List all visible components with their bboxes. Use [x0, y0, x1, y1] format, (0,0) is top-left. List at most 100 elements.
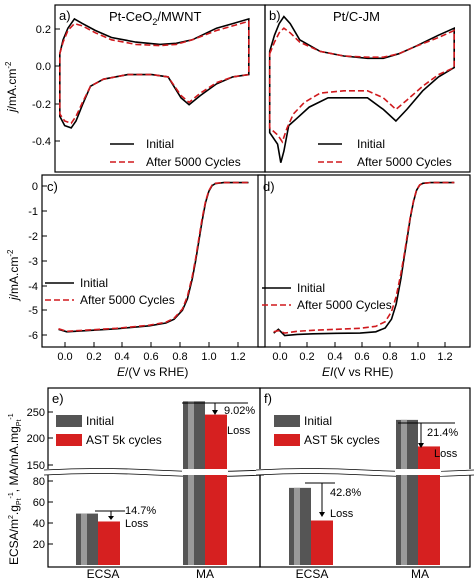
legend-label-initial: Initial [297, 281, 325, 295]
panel-d-series-after-cycles-line [273, 181, 455, 334]
panel-b-frame [264, 4, 471, 173]
panel-c-ytick-label: -3 [28, 256, 38, 268]
cv-ylabel-exp: -2 [4, 61, 13, 69]
bar-ylabel-part: , MA/mA.mg [7, 426, 21, 492]
legend-swatch-ast [274, 434, 300, 446]
panel-a-series-initial-line [59, 17, 250, 129]
legend-swatch-initial [274, 415, 300, 427]
panel-b: b) Pt/C-JM Initial After 5000 Cycles [264, 4, 471, 173]
panel-d-xtick-label: 0.4 [327, 351, 342, 363]
bar-ylabel-part: Pt [16, 498, 23, 505]
panel-a-ytick-label: 0.2 [36, 24, 51, 36]
panel-c-frame [41, 174, 266, 348]
panel-e-ytick-label: 20 [33, 539, 45, 551]
panel-a: a) Pt-CeO2/MWNT 0.2 0.0 -0.2 -0.4 Initia… [32, 4, 266, 173]
panel-d-x-axis-label: EI(V vs RHE) [322, 365, 393, 379]
panel-a-label: a) [59, 8, 71, 23]
loss-arrowhead [108, 516, 114, 520]
lsv-ylabel-units: /mA.cm [7, 257, 21, 298]
panel-f-bar-break [417, 469, 441, 475]
panel-f-annotation-ecsa: 42.8% Loss [305, 482, 361, 520]
panel-b-series-after-cycles-line [268, 27, 455, 144]
loss-arrowhead [418, 443, 424, 448]
lsv-ylabel-exp: -2 [6, 249, 15, 257]
panel-b-label: b) [269, 8, 281, 23]
panel-c-xticks: 0.0 0.2 0.4 0.6 0.8 1.0 1.2 [57, 342, 246, 363]
panel-d-xlabel-E: EI [322, 365, 334, 379]
panel-c-xtick-label: 1.0 [201, 351, 216, 363]
panel-d-legend: Initial After 5000 Cycles [262, 281, 392, 312]
panel-c-xtick-label: 0.6 [143, 351, 158, 363]
panel-e-label: e) [52, 391, 64, 406]
panel-f-xtick-ma: MA [411, 567, 429, 579]
panel-a-legend: Initial After 5000 Cycles [110, 137, 241, 169]
panel-a-title-tail: /MWNT [157, 9, 201, 24]
cv-ylabel-units: /mA.cm [5, 69, 19, 110]
panel-f-bar-break [395, 469, 419, 475]
panel-c-x-axis-label: E/(V vs RHE) [117, 365, 188, 379]
panel-e-bar-break [204, 469, 228, 475]
loss-percent: 14.7% [125, 505, 156, 517]
panel-c-xtick-label: 0.8 [172, 351, 187, 363]
loss-arrowhead [212, 410, 218, 415]
panel-f-legend: Initial AST 5k cycles [274, 414, 380, 447]
panel-c-xtick-label: 1.2 [230, 351, 245, 363]
panel-a-ytick-label: 0.0 [36, 61, 51, 73]
panel-c-xlabel-units: /(V vs RHE) [125, 365, 188, 379]
panel-f-bar-ecsa-ast [311, 520, 333, 565]
loss-percent: 21.4% [427, 427, 458, 439]
lsv-y-axis-label: j/mA.cm-2 [6, 249, 21, 302]
panel-e-ytick-label: 60 [33, 497, 45, 509]
panel-c-ytick-label: -1 [28, 206, 38, 218]
bar-ylabel-part: Pt [16, 420, 23, 427]
cv-ylabel-j: j [5, 109, 19, 114]
bar-ylabel-part: -1 [8, 492, 15, 498]
panel-c-series-initial-line [58, 181, 249, 333]
panel-e-xtick-ma: MA [196, 567, 214, 579]
legend-label-after: After 5000 Cycles [146, 155, 241, 169]
panel-d-xtick-label: 1.0 [410, 351, 425, 363]
panel-c-ytick-label: -6 [28, 330, 38, 342]
bar-ylabel-part: 2 [8, 515, 15, 519]
panel-c-series-after-cycles-line [58, 181, 249, 333]
panel-e-xtick-ecsa: ECSA [87, 567, 120, 579]
panel-f-xtick-ecsa: ECSA [296, 567, 329, 579]
panel-a-title: Pt-CeO2/MWNT [109, 9, 201, 27]
panel-e-yticks: 250 200 150 80 60 40 20 [27, 407, 53, 551]
panel-d-xtick-label: 0.2 [299, 351, 314, 363]
loss-text: Loss [125, 518, 149, 530]
loss-text: Loss [434, 448, 458, 460]
loss-arrowhead [319, 512, 325, 517]
panel-e-bar-break [182, 469, 206, 475]
panel-e-annotation-ecsa: 14.7% Loss [95, 505, 156, 530]
panel-a-series-after-cycles-line [59, 20, 250, 125]
legend-label-ast: AST 5k cycles [304, 433, 380, 447]
panel-f-bar-highlight [294, 487, 300, 565]
panel-f-bar-ma-ast [418, 446, 440, 565]
panel-d-frame [257, 174, 471, 348]
legend-label-initial: Initial [80, 276, 108, 290]
panel-f: f) Initial AST 5k cycles 42.8% Loss 21.4… [255, 387, 474, 579]
panel-e-ytick-label: 150 [27, 460, 45, 472]
legend-label-after: After 5000 Cycles [80, 293, 175, 307]
panel-e-ytick-label: 40 [33, 518, 45, 530]
panel-c-ytick-label: -5 [28, 305, 38, 317]
bar-ylabel-part: ECSA/m [7, 519, 21, 565]
cv-y-axis-label: j/mA.cm-2 [4, 61, 19, 114]
panel-d-plot-area [273, 181, 455, 337]
panel-a-title-sub: 2 [152, 17, 157, 27]
panel-a-title-main: Pt-CeO [109, 9, 152, 24]
legend-label-initial: Initial [86, 414, 114, 428]
panel-e-annotation-ma: 9.02% Loss [182, 402, 255, 437]
panel-e-bar-ecsa-ast [98, 521, 120, 565]
panel-f-bar-highlight [401, 419, 407, 565]
legend-label-initial: Initial [357, 137, 385, 151]
panel-e-bars [76, 401, 228, 565]
legend-swatch-initial [56, 415, 82, 427]
panel-e-bar-ma-ast [205, 414, 227, 565]
panel-c-xtick-label: 0.4 [114, 351, 129, 363]
panel-c-xtick-label: 0.2 [86, 351, 101, 363]
panel-d-label: d) [263, 179, 275, 194]
panel-e-ytick-label: 80 [33, 476, 45, 488]
legend-label-after: After 5000 Cycles [297, 298, 392, 312]
